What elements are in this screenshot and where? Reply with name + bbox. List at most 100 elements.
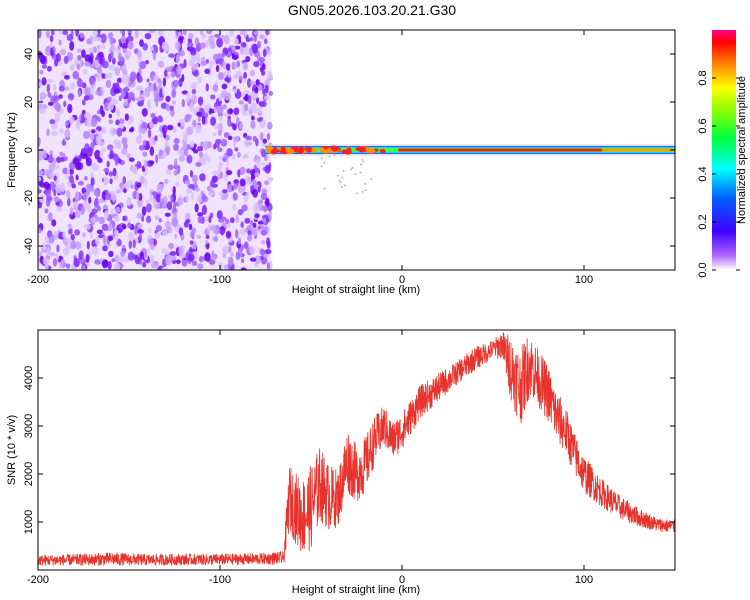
noise-blob [58, 85, 65, 92]
noise-blob [120, 90, 126, 98]
noise-blob [163, 178, 169, 185]
noise-blob [103, 176, 109, 184]
noise-blob [39, 194, 45, 204]
noise-blob [221, 52, 226, 58]
noise-blob [60, 182, 66, 192]
noise-blob [56, 156, 62, 164]
noise-blob [109, 149, 114, 159]
noise-blob [63, 86, 70, 91]
noise-blob [136, 160, 141, 168]
noise-blob [136, 85, 141, 91]
noise-blob [94, 135, 102, 145]
noise-blob [243, 103, 249, 112]
noise-blob [172, 185, 176, 195]
noise-blob [115, 233, 119, 243]
noise-blob [118, 256, 125, 263]
noise-blob [177, 122, 181, 127]
noise-blob [110, 52, 114, 59]
noise-blob [81, 265, 86, 270]
snr-y-tick-label: 4000 [23, 366, 35, 390]
noise-blob [149, 160, 155, 165]
noise-blob [154, 135, 158, 142]
noise-blob [127, 251, 135, 261]
noise-blob [250, 185, 255, 191]
noise-blob [221, 104, 227, 110]
signal-blob [298, 146, 304, 152]
noise-blob [101, 110, 106, 118]
noise-blob [39, 182, 47, 188]
noise-blob [44, 236, 50, 243]
signal-leak [364, 189, 367, 192]
noise-blob [58, 39, 62, 46]
noise-blob [122, 143, 128, 150]
noise-blob [247, 230, 252, 236]
noise-blob [262, 217, 267, 225]
noise-blob [93, 188, 98, 196]
signal-leak [354, 173, 357, 176]
noise-blob [38, 30, 42, 39]
noise-blob [90, 177, 95, 186]
noise-blob [72, 157, 80, 165]
noise-blob [254, 156, 261, 161]
noise-blob [231, 185, 235, 191]
noise-blob [254, 87, 259, 94]
noise-blob [211, 175, 218, 183]
noise-blob [263, 95, 270, 101]
noise-blob [44, 51, 52, 56]
noise-blob [96, 72, 102, 82]
noise-blob [69, 40, 75, 51]
noise-blob [119, 118, 125, 125]
noise-blob [135, 135, 142, 145]
noise-blob [216, 105, 224, 115]
signal-leak [328, 155, 331, 158]
noise-blob [58, 128, 64, 134]
noise-blob [252, 135, 258, 142]
noise-blob [259, 131, 264, 141]
noise-blob [161, 41, 169, 50]
noise-blob [42, 150, 47, 160]
noise-blob [63, 156, 68, 162]
snr-panel: -200 -100 0 100 4000 3000 2000 1000 Height of s… [6, 329, 676, 596]
noise-blob [47, 78, 53, 84]
noise-blob [168, 53, 176, 58]
noise-blob [193, 69, 200, 77]
noise-blob [252, 189, 258, 198]
noise-blob [221, 83, 228, 90]
noise-blob [264, 248, 272, 255]
noise-blob [260, 100, 267, 108]
noise-blob [126, 180, 133, 186]
signal-leak [320, 157, 323, 160]
noise-blob [123, 187, 127, 194]
noise-blob [231, 61, 238, 69]
noise-blob [111, 258, 116, 263]
spectrogram-panel: -200 -100 0 100 40 20 0 -20 -40 Height of straig… [6, 29, 676, 296]
noise-blob [55, 184, 63, 194]
noise-blob [161, 127, 166, 134]
signal-blob [270, 149, 279, 153]
noise-blob [66, 167, 71, 176]
noise-blob [171, 71, 176, 78]
noise-blob [201, 115, 206, 125]
noise-blob [201, 193, 207, 202]
noise-blob [47, 101, 54, 106]
noise-blob [149, 254, 155, 264]
noise-blob [218, 94, 223, 102]
noise-blob [213, 124, 219, 130]
noise-blob [210, 116, 217, 126]
noise-blob [219, 264, 224, 270]
noise-blob [132, 239, 136, 249]
noise-blob [48, 235, 55, 244]
noise-blob [233, 38, 239, 45]
noise-blob [101, 147, 106, 153]
noise-blob [69, 161, 75, 172]
noise-blob [158, 218, 162, 223]
noise-blob [56, 244, 60, 253]
noise-blob [258, 199, 264, 205]
noise-blob [116, 127, 123, 137]
noise-blob [252, 222, 257, 229]
noise-blob [150, 74, 155, 82]
noise-blob [252, 227, 258, 237]
noise-blob [158, 184, 165, 189]
noise-blob [52, 258, 58, 267]
